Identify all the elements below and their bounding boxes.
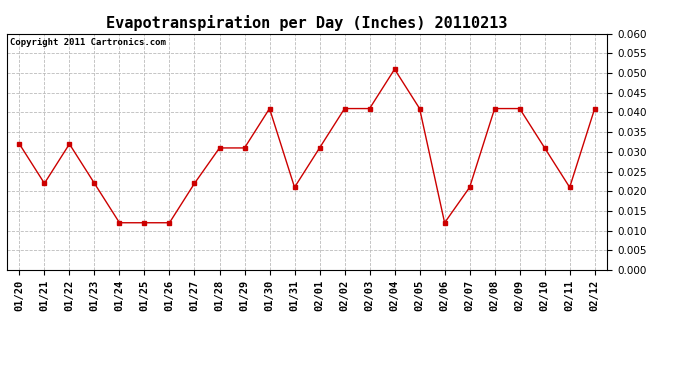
Text: Copyright 2011 Cartronics.com: Copyright 2011 Cartronics.com [10,39,166,48]
Title: Evapotranspiration per Day (Inches) 20110213: Evapotranspiration per Day (Inches) 2011… [106,15,508,31]
